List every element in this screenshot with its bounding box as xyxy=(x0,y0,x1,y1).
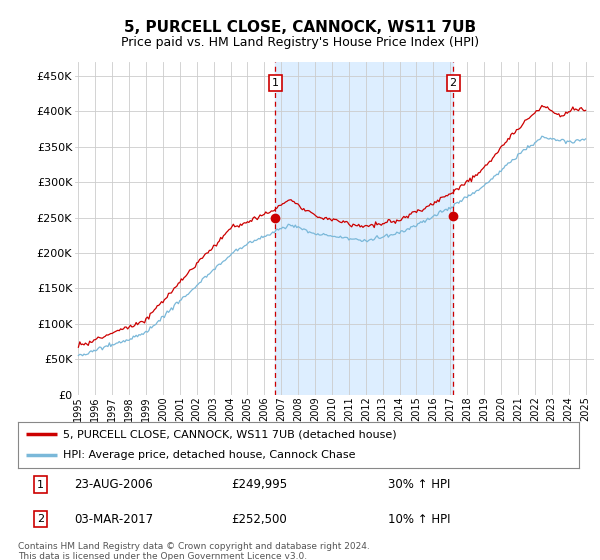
Text: 5, PURCELL CLOSE, CANNOCK, WS11 7UB (detached house): 5, PURCELL CLOSE, CANNOCK, WS11 7UB (det… xyxy=(63,429,397,439)
Text: 2: 2 xyxy=(449,78,457,88)
Text: £252,500: £252,500 xyxy=(231,512,287,526)
Text: 1: 1 xyxy=(272,78,279,88)
Text: HPI: Average price, detached house, Cannock Chase: HPI: Average price, detached house, Cann… xyxy=(63,450,355,460)
Text: £249,995: £249,995 xyxy=(231,478,287,491)
Text: Contains HM Land Registry data © Crown copyright and database right 2024.
This d: Contains HM Land Registry data © Crown c… xyxy=(18,542,370,560)
Text: 1: 1 xyxy=(37,480,44,490)
Text: Price paid vs. HM Land Registry's House Price Index (HPI): Price paid vs. HM Land Registry's House … xyxy=(121,36,479,49)
Text: 23-AUG-2006: 23-AUG-2006 xyxy=(74,478,153,491)
Text: 03-MAR-2017: 03-MAR-2017 xyxy=(74,512,153,526)
Text: 5, PURCELL CLOSE, CANNOCK, WS11 7UB: 5, PURCELL CLOSE, CANNOCK, WS11 7UB xyxy=(124,20,476,35)
Text: 10% ↑ HPI: 10% ↑ HPI xyxy=(388,512,451,526)
Bar xyxy=(275,62,453,395)
Text: 2: 2 xyxy=(37,514,44,524)
Text: 30% ↑ HPI: 30% ↑ HPI xyxy=(388,478,451,491)
